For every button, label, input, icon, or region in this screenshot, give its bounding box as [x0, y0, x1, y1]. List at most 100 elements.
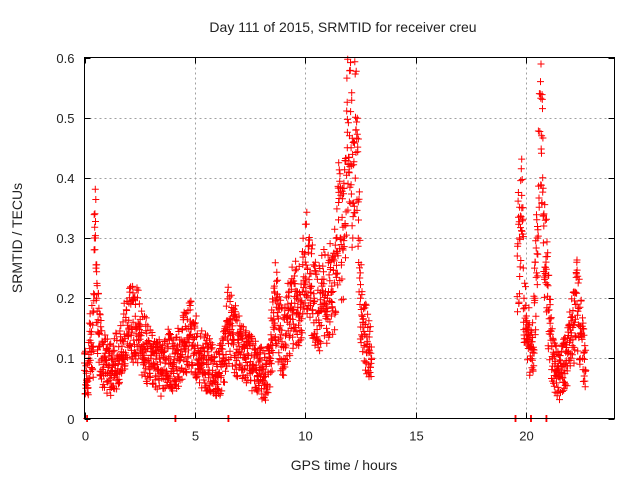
data-point [554, 383, 562, 391]
data-point [256, 355, 264, 363]
data-point [240, 366, 248, 373]
data-point [267, 355, 275, 363]
data-point [317, 339, 325, 347]
data-point [326, 240, 334, 248]
data-point [348, 96, 356, 104]
data-point [353, 130, 361, 138]
data-point [317, 321, 325, 329]
data-point [91, 223, 99, 231]
data-point [543, 215, 550, 223]
data-point [224, 288, 232, 296]
data-point [92, 296, 100, 304]
data-point [274, 300, 282, 308]
data-point [174, 324, 182, 332]
data-point [96, 311, 104, 319]
data-point [357, 339, 365, 347]
data-point [116, 327, 124, 335]
data-point [580, 372, 588, 380]
data-point [190, 344, 198, 352]
data-point [277, 296, 285, 304]
data-point [320, 268, 327, 276]
data-point [295, 321, 302, 329]
data-point [308, 241, 316, 249]
data-point [531, 296, 539, 304]
data-point [86, 374, 94, 382]
data-point [192, 312, 200, 320]
data-point [330, 266, 337, 274]
data-point [241, 355, 249, 363]
data-point [243, 371, 251, 379]
data-point [89, 321, 97, 329]
data-point [529, 367, 537, 375]
x-tick-label: 0 [82, 429, 89, 444]
data-point [359, 348, 367, 356]
data-point [302, 287, 310, 295]
data-point [142, 364, 150, 372]
data-point [119, 318, 127, 326]
data-point [293, 308, 301, 316]
data-point [533, 269, 541, 277]
data-point [354, 148, 362, 156]
data-point [196, 348, 204, 356]
data-point [232, 302, 239, 310]
data-point [270, 284, 278, 292]
data-point [579, 319, 587, 327]
data-point [350, 199, 358, 207]
data-point [336, 177, 344, 185]
data-point [519, 233, 527, 241]
data-point [237, 362, 245, 370]
data-point [270, 334, 278, 342]
data-point [222, 351, 230, 358]
data-point [331, 326, 339, 334]
data-point [354, 242, 362, 250]
data-point [518, 176, 526, 183]
data-point [515, 298, 523, 306]
data-point [513, 252, 521, 260]
data-point [251, 377, 258, 385]
data-point [316, 347, 324, 355]
data-point [126, 342, 134, 350]
data-point [332, 308, 340, 316]
data-point [334, 252, 342, 260]
data-point [323, 308, 331, 316]
data-point [235, 312, 243, 320]
data-point [129, 289, 137, 297]
data-point [193, 333, 200, 341]
data-point [530, 349, 538, 357]
data-point [238, 335, 246, 343]
data-point [155, 382, 163, 390]
data-point [527, 355, 535, 363]
data-point [545, 306, 553, 314]
data-point [248, 387, 256, 395]
data-point [178, 375, 186, 383]
data-point [574, 279, 582, 287]
data-point [90, 211, 98, 219]
data-point [91, 232, 99, 240]
data-point [344, 119, 352, 127]
data-point [298, 329, 306, 337]
data-point [347, 59, 354, 67]
data-point [289, 340, 297, 348]
data-point [581, 383, 589, 391]
data-point [579, 354, 587, 362]
data-point [117, 333, 125, 341]
data-point [89, 366, 97, 374]
data-point [332, 270, 340, 278]
data-point [93, 261, 101, 269]
data-point [338, 296, 346, 304]
data-point [270, 325, 278, 333]
data-point [570, 359, 578, 367]
data-point [199, 344, 207, 352]
data-point [282, 342, 290, 350]
data-point [341, 233, 349, 241]
data-point [107, 391, 115, 399]
data-point [94, 289, 102, 297]
data-point [536, 128, 544, 135]
data-point [221, 378, 228, 386]
data-point [338, 275, 346, 283]
data-point [546, 319, 554, 327]
data-point [548, 343, 556, 351]
data-point [140, 351, 148, 359]
data-point [239, 323, 247, 331]
data-point [254, 386, 262, 394]
